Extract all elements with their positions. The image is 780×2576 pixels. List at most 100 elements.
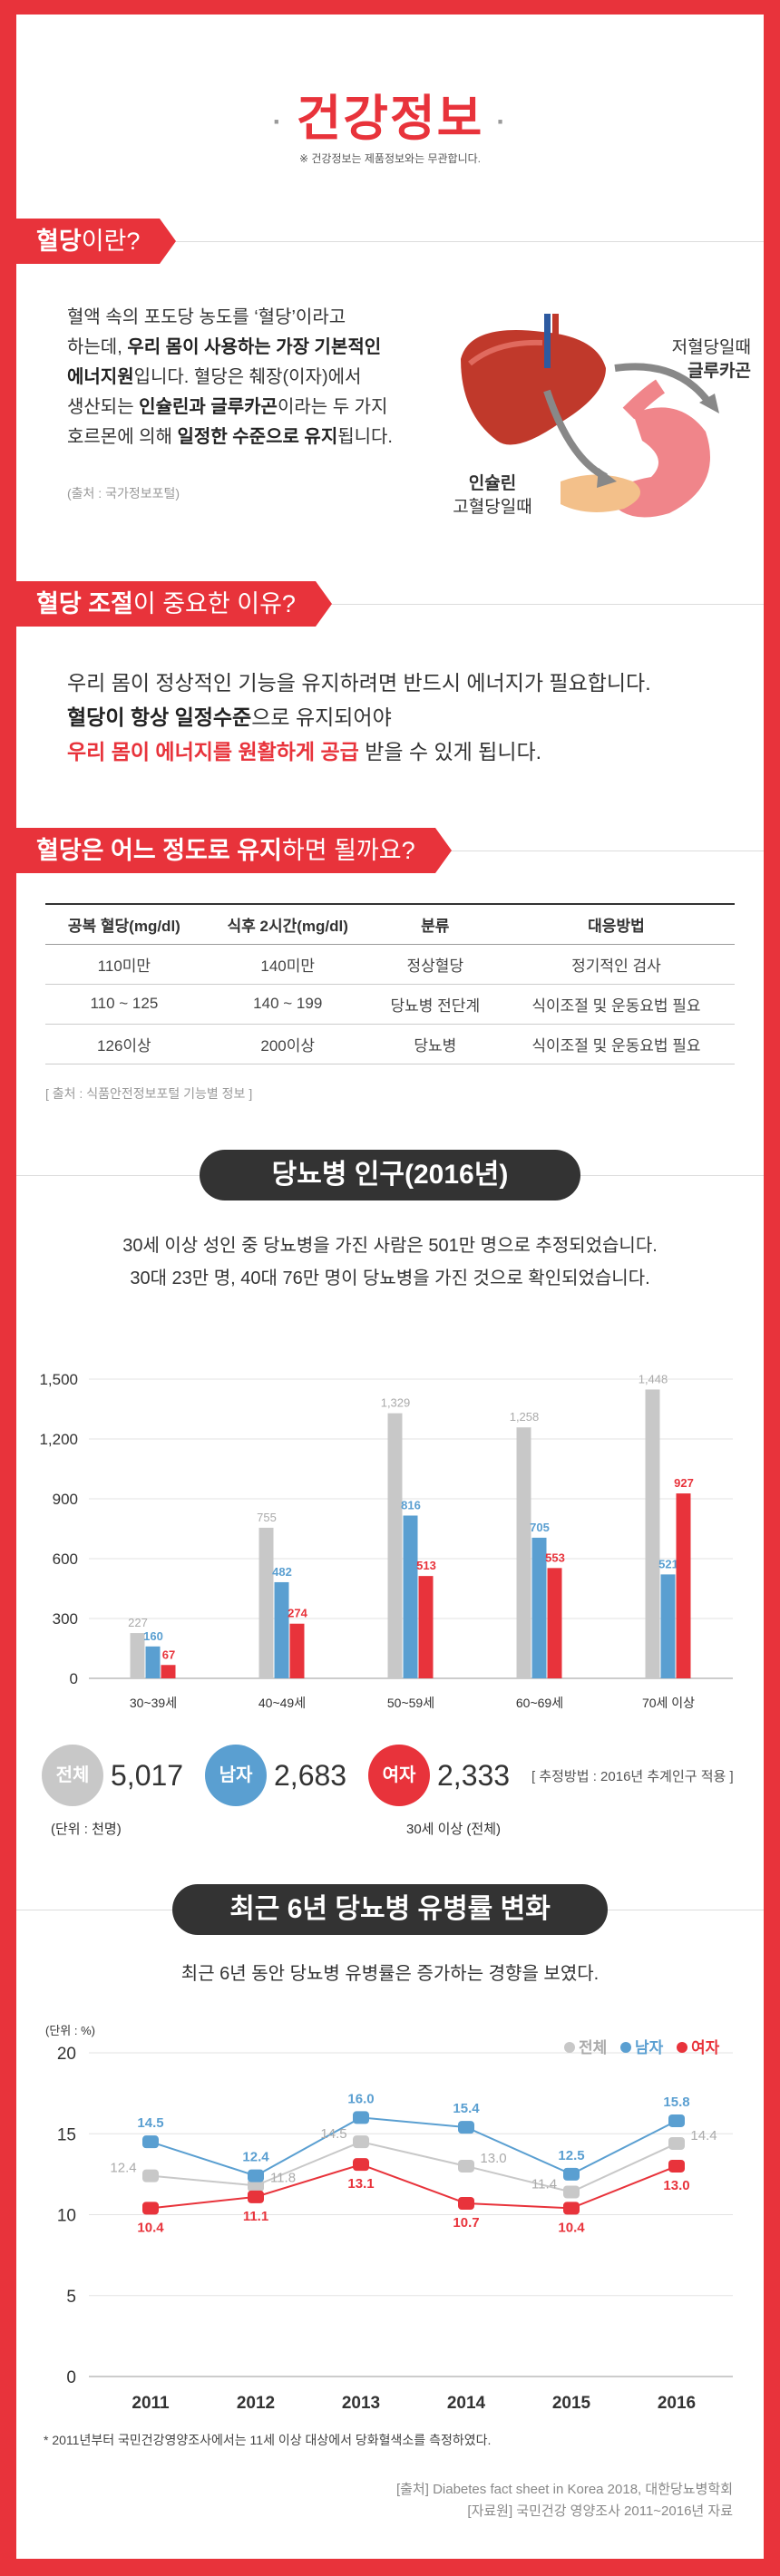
y-tick-label: 5 bbox=[66, 2288, 76, 2307]
y-tick-label: 20 bbox=[57, 2045, 76, 2064]
y-tick-label: 0 bbox=[70, 1670, 78, 1687]
emphasis-text: 우리 몸이 사용하는 가장 기본적인 bbox=[127, 337, 382, 357]
bar bbox=[289, 1623, 305, 1678]
plain-text: 혈액 속의 포도당 농도를 ‘혈당’이라고 bbox=[67, 307, 346, 327]
legend-label: 전체 bbox=[579, 2039, 607, 2056]
liver-pancreas-diagram bbox=[461, 314, 719, 518]
data-label: 14.5 bbox=[320, 2126, 346, 2142]
data-point bbox=[563, 2202, 580, 2215]
legend-dot bbox=[620, 2042, 631, 2053]
data-label: 13.0 bbox=[480, 2151, 506, 2166]
description-line: 에너지원입니다. 혈당은 췌장(이자)에서 bbox=[67, 363, 475, 393]
table-header-row: 공복 혈당(mg/dl) 식후 2시간(mg/dl) 분류 대응방법 bbox=[45, 903, 735, 945]
y-tick-label: 1,200 bbox=[39, 1431, 78, 1448]
data-label: 67 bbox=[162, 1648, 175, 1661]
data-point bbox=[458, 2159, 474, 2173]
bar bbox=[387, 1413, 403, 1678]
estimation-method: [ 추정방법 : 2016년 추계인구 적용 ] bbox=[531, 1769, 734, 1784]
bar bbox=[418, 1576, 434, 1678]
y-tick-label: 900 bbox=[53, 1491, 78, 1508]
vein-icon bbox=[544, 314, 551, 368]
x-tick-label: 30~39세 bbox=[130, 1696, 177, 1710]
data-point bbox=[458, 2197, 474, 2211]
x-tick-label: 2013 bbox=[342, 2394, 380, 2413]
legend-dot bbox=[564, 2042, 575, 2053]
x-tick-label: 2016 bbox=[658, 2394, 696, 2413]
bar bbox=[547, 1568, 562, 1678]
prevalence-title: 최근 6년 당뇨병 유병률 변화 bbox=[172, 1884, 608, 1935]
glucagon-label: 저혈당일때 글루카곤 bbox=[671, 338, 751, 381]
data-label: 11.4 bbox=[531, 2177, 557, 2192]
bar bbox=[531, 1537, 547, 1678]
pancreas-icon bbox=[561, 474, 640, 512]
series-line bbox=[150, 2141, 678, 2193]
total-circle: 전체 bbox=[42, 1745, 103, 1806]
data-point bbox=[353, 2135, 369, 2149]
y-tick-label: 0 bbox=[66, 2368, 76, 2387]
y-tick-label: 10 bbox=[57, 2207, 76, 2226]
data-point bbox=[142, 2169, 159, 2182]
y-tick-label: 15 bbox=[57, 2125, 76, 2144]
x-tick-label: 2014 bbox=[447, 2394, 486, 2413]
plain-text: 이라는 두 가지 bbox=[277, 397, 388, 417]
header: · 건강정보 · bbox=[272, 92, 508, 146]
bar bbox=[516, 1427, 531, 1678]
data-label: 11.8 bbox=[270, 2170, 296, 2185]
data-label: 482 bbox=[272, 1565, 292, 1579]
y-tick-label: 600 bbox=[53, 1550, 78, 1568]
blood-sugar-description: 혈액 속의 포도당 농도를 ‘혈당’이라고 하는데, 우리 몸이 사용하는 가장 … bbox=[67, 303, 475, 452]
bar bbox=[403, 1515, 418, 1678]
data-label: 553 bbox=[545, 1550, 565, 1564]
legend-label: 여자 bbox=[691, 2039, 720, 2056]
total-value: 5,017 bbox=[111, 1759, 184, 1792]
line-unit-label: (단위 : %) bbox=[45, 2024, 95, 2037]
section-divider bbox=[16, 604, 764, 605]
bar bbox=[258, 1527, 274, 1678]
page-title: 건강정보 bbox=[296, 92, 484, 146]
prevalence-line-chart: 0 5 10 15 20 2011 2012 2013 2014 2015 2016 전체 남자 여자 12… bbox=[57, 2039, 733, 2413]
data-label: 10.4 bbox=[558, 2220, 585, 2235]
plain-text: 됩니다. bbox=[337, 427, 393, 447]
description-line: 혈액 속의 포도당 농도를 ‘혈당’이라고 bbox=[67, 303, 475, 333]
data-label: 513 bbox=[416, 1559, 436, 1572]
data-point bbox=[248, 2179, 264, 2192]
bar bbox=[274, 1581, 289, 1678]
female-circle: 여자 bbox=[368, 1745, 430, 1806]
x-tick-label: 50~59세 bbox=[387, 1696, 434, 1710]
bar bbox=[645, 1389, 660, 1678]
section-tag-how-much: 혈당은 어느 정도로 유지하면 될까요? bbox=[16, 828, 452, 873]
x-tick-label: 2015 bbox=[552, 2394, 591, 2413]
plain-text: 입니다. 혈당은 췌장(이자)에서 bbox=[133, 367, 362, 387]
scope-label: 30세 이상 (전체) bbox=[406, 1822, 502, 1837]
data-label: 927 bbox=[674, 1476, 694, 1490]
data-label: 12.4 bbox=[242, 2150, 269, 2165]
plain-text: 생산되는 bbox=[67, 397, 140, 417]
diabetes-population-title: 당뇨병 인구(2016년) bbox=[200, 1150, 580, 1201]
bar bbox=[145, 1646, 161, 1678]
x-tick-label: 40~49세 bbox=[258, 1696, 306, 1710]
data-point bbox=[353, 2158, 369, 2172]
population-description: 30세 이상 성인 중 당뇨병을 가진 사람은 501만 명으로 추정되었습니다… bbox=[122, 1236, 658, 1288]
footnote: * 2011년부터 국민건강영양조사에서는 11세 이상 대상에서 당화혈색소를… bbox=[44, 2433, 492, 2447]
section-divider bbox=[16, 241, 764, 242]
final-sources: [출처] Diabetes fact sheet in Korea 2018, … bbox=[395, 2482, 733, 2519]
y-tick-label: 300 bbox=[53, 1610, 78, 1628]
data-label: 12.4 bbox=[110, 2161, 136, 2176]
data-point bbox=[668, 2159, 685, 2173]
arrow-glucagon-icon bbox=[614, 363, 714, 407]
data-label: 13.0 bbox=[663, 2178, 689, 2193]
data-label: 1,448 bbox=[639, 1372, 668, 1385]
description-line: 호르몬에 의해 일정한 수준으로 유지됩니다. bbox=[67, 423, 475, 452]
data-point bbox=[248, 2190, 264, 2203]
male-value: 2,683 bbox=[274, 1759, 347, 1792]
x-tick-label: 70세 이상 bbox=[642, 1696, 695, 1710]
x-tick-label: 2011 bbox=[132, 2394, 170, 2413]
data-label: 14.4 bbox=[690, 2128, 717, 2143]
data-label: 274 bbox=[288, 1607, 307, 1620]
data-point bbox=[353, 2111, 369, 2124]
table-row: 126이상 200이상 당뇨병 식이조절 및 운동요법 필요 bbox=[45, 1024, 735, 1064]
data-label: 755 bbox=[257, 1511, 277, 1524]
data-label: 15.8 bbox=[663, 2095, 689, 2110]
description-line: 생산되는 인슐린과 글루카곤이라는 두 가지 bbox=[67, 393, 475, 423]
